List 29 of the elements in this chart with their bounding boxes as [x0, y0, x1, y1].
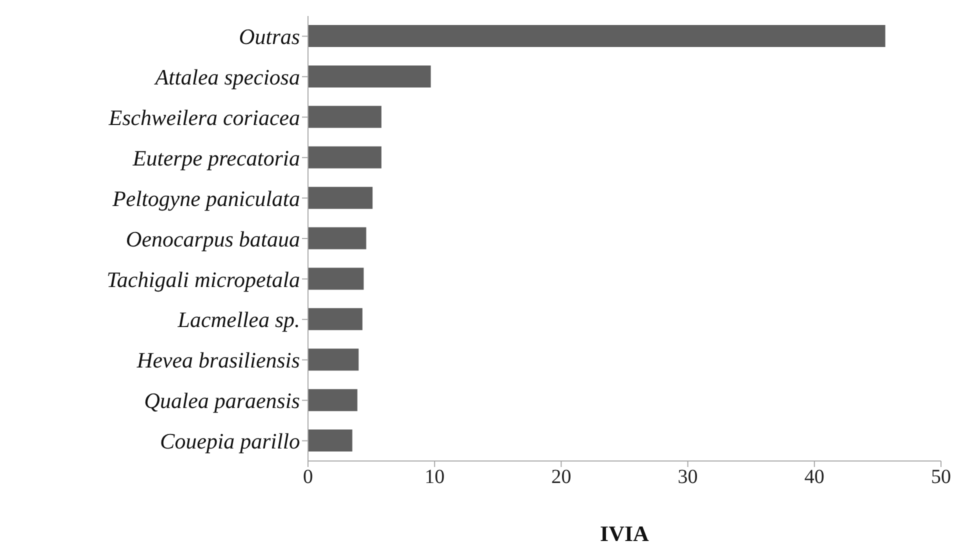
bar [308, 186, 373, 209]
y-tick-label: Tachigali micropetala [106, 266, 300, 292]
bar [308, 65, 431, 88]
bar [308, 25, 886, 47]
y-tick-label: Qualea paraensis [144, 388, 300, 414]
y-tick-label: Attalea speciosa [153, 64, 300, 90]
bar [308, 268, 364, 290]
bar [308, 227, 366, 250]
y-tick-label: Eschweilera coriacea [108, 104, 300, 130]
x-tick-label: 20 [551, 466, 572, 488]
x-tick-label: 10 [424, 466, 445, 488]
y-tick-label: Couepia parillo [160, 428, 300, 454]
bar [308, 146, 382, 168]
bar [308, 106, 382, 128]
bar [308, 430, 352, 452]
x-tick-label: 50 [931, 466, 951, 488]
x-tick-label: 40 [804, 466, 824, 488]
y-tick-label: Hevea brasiliensis [136, 348, 300, 373]
y-tick-label: Oenocarpus bataua [126, 226, 300, 252]
y-tick-label: Lacmellea sp. [176, 307, 300, 332]
y-tick-label: Outras [238, 24, 300, 50]
y-tick-label: Peltogyne paniculata [111, 186, 300, 211]
x-axis-title: IVIA [600, 521, 650, 546]
bar [308, 348, 359, 371]
y-tick-label: Euterpe precatoria [132, 145, 300, 170]
bar [308, 389, 358, 412]
bar [308, 308, 362, 330]
x-tick-label: 0 [303, 466, 313, 488]
x-tick-label: 30 [678, 466, 698, 488]
